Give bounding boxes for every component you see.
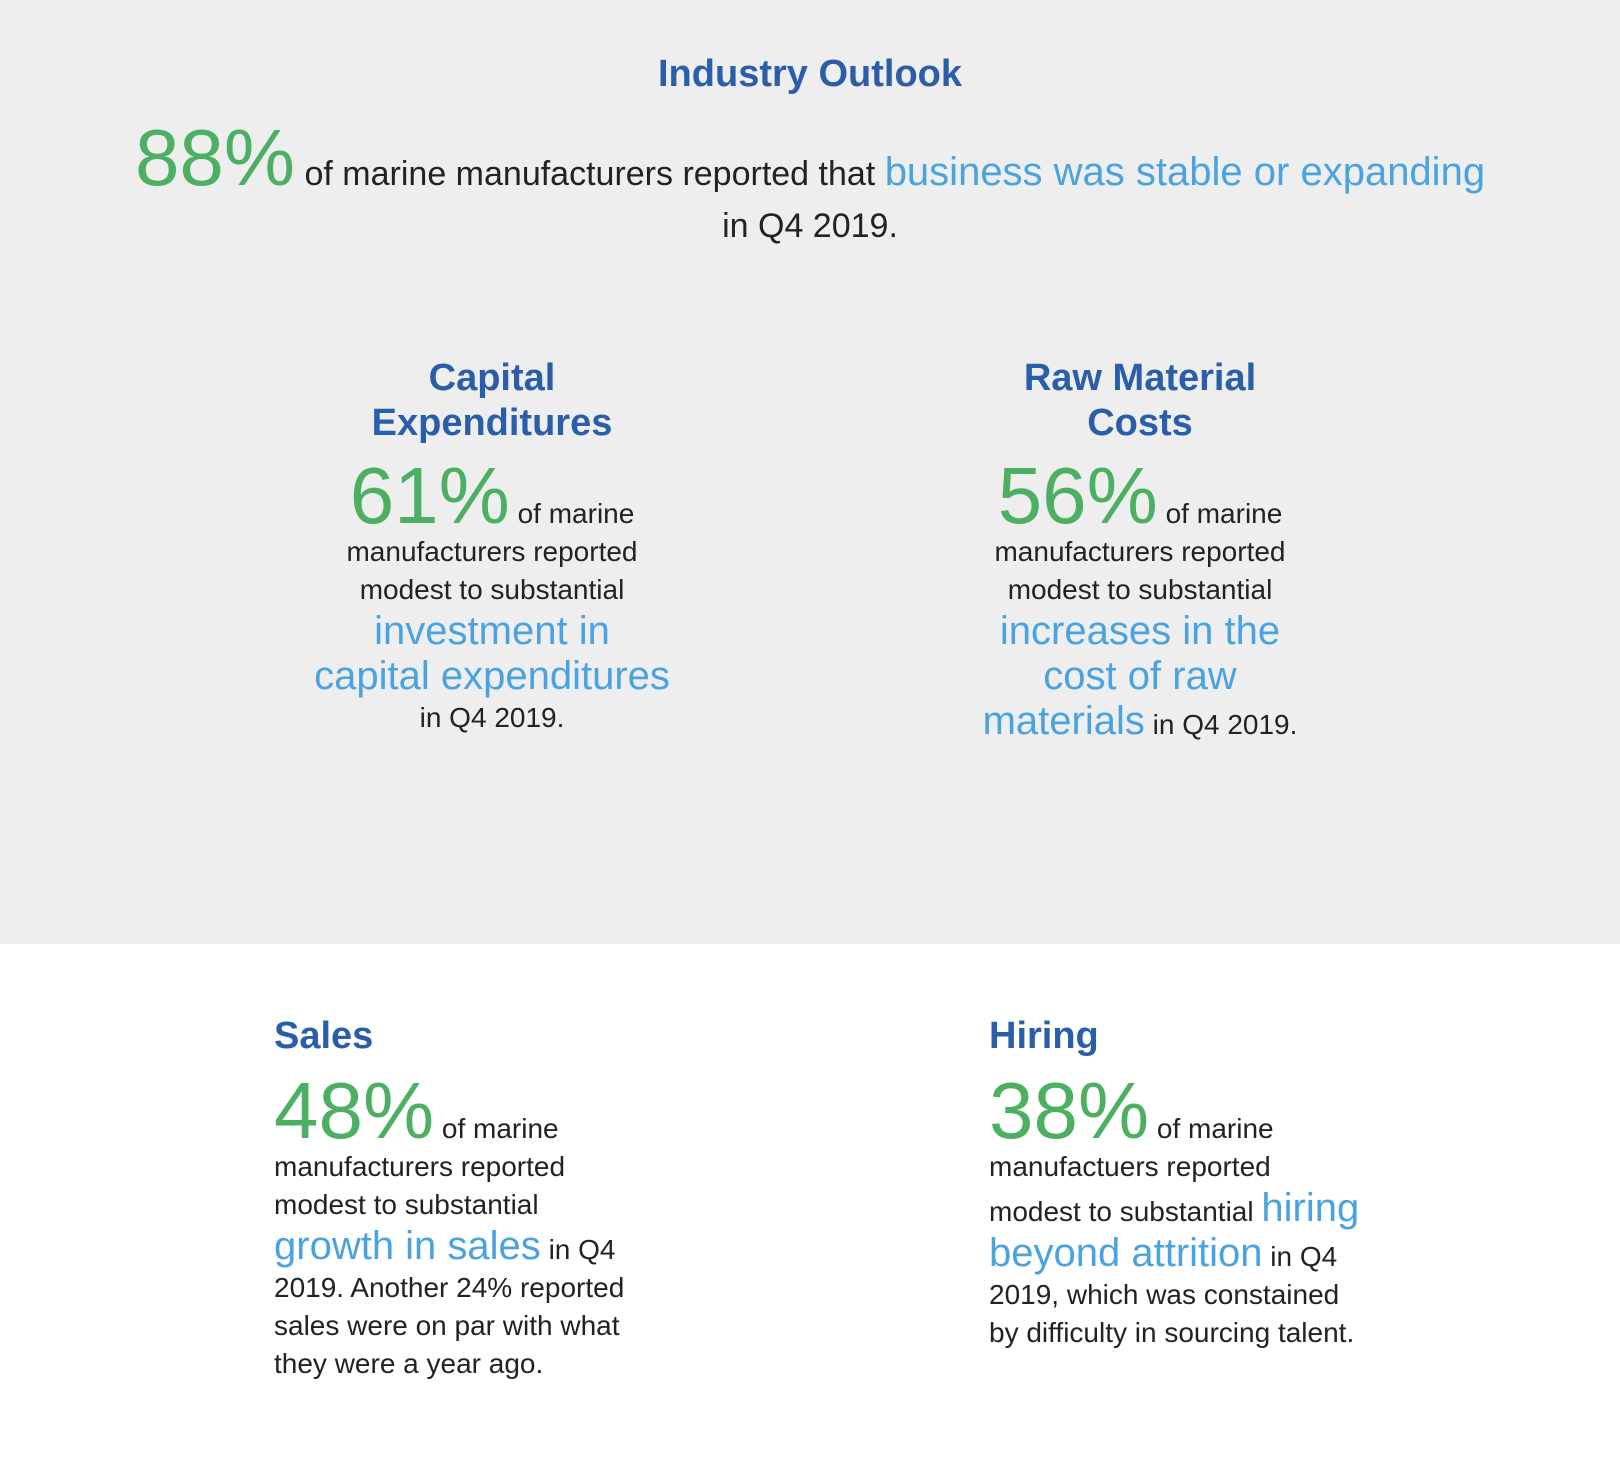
card-stat: 61% [349, 451, 510, 540]
outlook-text-after: in Q4 2019. [722, 207, 898, 245]
outlook-stat: 88% [134, 113, 296, 202]
card-text-before: of marine manufacturers reported modest … [346, 498, 638, 605]
outlook-section: Industry Outlook 88% of marine manufactu… [0, 0, 1620, 944]
card-body: 48% of marine manufacturers reported mod… [274, 1071, 654, 1383]
card-stat: 56% [997, 451, 1158, 540]
metrics-section [0, 944, 1620, 1464]
hiring-card: Hiring 38% of marine manufactuers report… [989, 1014, 1369, 1352]
card-heading: Sales [274, 1015, 374, 1057]
card-text-after: in Q4 2019. [419, 702, 565, 733]
card-heading: Raw Material Costs [960, 356, 1320, 446]
card-text-after: in Q4 2019. [1144, 709, 1298, 740]
card-body: 61% of marine manufacturers reported mod… [312, 456, 672, 737]
card-body: 56% of marine manufacturers reported mod… [960, 456, 1320, 744]
card-text-before: of marine manufacturers reported modest … [274, 1113, 566, 1220]
card-heading: Capital Expenditures [312, 356, 672, 446]
card-stat: 48% [274, 1066, 435, 1155]
card-heading: Hiring [989, 1015, 1099, 1057]
card-text-before: of marine manufactuers reported modest t… [989, 1113, 1274, 1227]
capital-expenditures-card: Capital Expenditures 61% of marine manuf… [312, 356, 672, 737]
card-body: 38% of marine manufactuers reported mode… [989, 1071, 1369, 1352]
page-title: Industry Outlook [658, 53, 962, 95]
sales-card: Sales 48% of marine manufacturers report… [274, 1014, 654, 1383]
card-heading-line: Costs [1087, 402, 1193, 444]
card-highlight: increases in the cost of raw materials [982, 609, 1281, 743]
card-heading-line: Expenditures [371, 402, 613, 444]
card-highlight: hiring beyond attrition [989, 1186, 1360, 1275]
raw-material-costs-card: Raw Material Costs 56% of marine manufac… [960, 356, 1320, 744]
outlook-highlight: business was stable or expanding [884, 150, 1486, 194]
card-text-before: of marine manufacturers reported modest … [994, 498, 1286, 605]
card-stat: 38% [989, 1066, 1150, 1155]
card-highlight: investment in capital expenditures [314, 609, 670, 698]
card-text-after: in Q4 2019. Another 24% reported sales w… [274, 1234, 625, 1379]
card-text-after: in Q4 2019, which was constained by diff… [989, 1241, 1355, 1348]
outlook-summary: 88% of marine manufacturers reported tha… [60, 118, 1560, 252]
card-heading-line: Raw Material [1023, 357, 1257, 399]
card-heading-line: Capital [428, 357, 556, 399]
outlook-text-before: of marine manufacturers reported that [295, 155, 885, 193]
card-highlight: growth in sales [274, 1224, 541, 1268]
